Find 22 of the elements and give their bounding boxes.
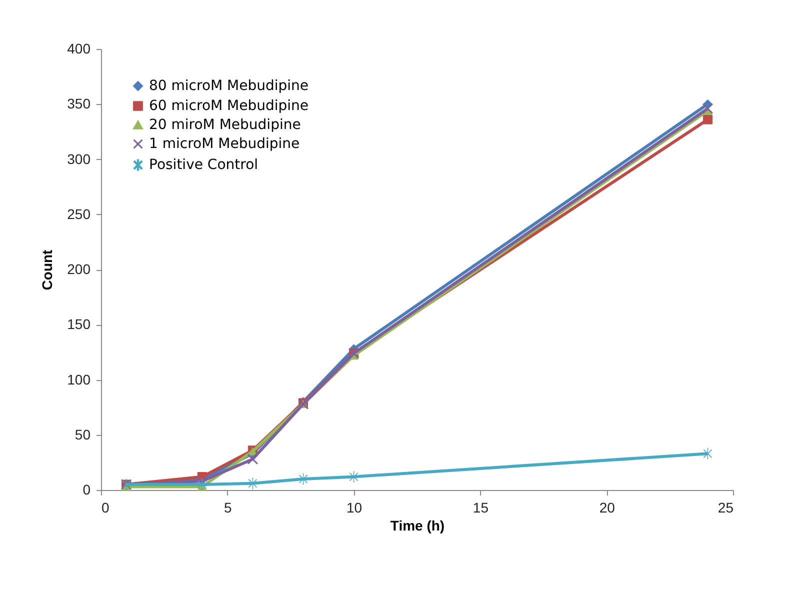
legend-label: 20 miroM Mebudipine <box>149 117 301 133</box>
y-tick-label: 400 <box>67 40 91 56</box>
x-tick-label: 5 <box>224 500 232 516</box>
y-axis-title: Count <box>39 249 56 290</box>
y-tick-label: 300 <box>67 150 91 167</box>
y-tick-label: 0 <box>82 482 91 498</box>
y-tick-label: 150 <box>67 316 91 332</box>
y-tick-label: 200 <box>67 261 91 277</box>
x-tick-label: 15 <box>472 500 489 516</box>
y-tick-label: 350 <box>67 96 91 112</box>
legend-label: 60 microM Mebudipine <box>149 98 309 114</box>
x-tick-label: 20 <box>599 500 616 516</box>
legend-label: 80 microM Mebudipine <box>149 78 309 94</box>
x-tick-label: 10 <box>346 500 362 516</box>
legend-label: 1 microM Mebudipine <box>149 136 300 152</box>
y-tick-label: 100 <box>67 371 91 388</box>
y-tick-label: 50 <box>74 426 91 442</box>
y-tick-label: 250 <box>67 206 91 222</box>
x-axis-title: Time (h) <box>390 518 445 534</box>
x-tick-label: 25 <box>718 500 734 516</box>
legend-label: Positive Control <box>149 157 258 173</box>
x-tick-label: 0 <box>102 500 110 516</box>
